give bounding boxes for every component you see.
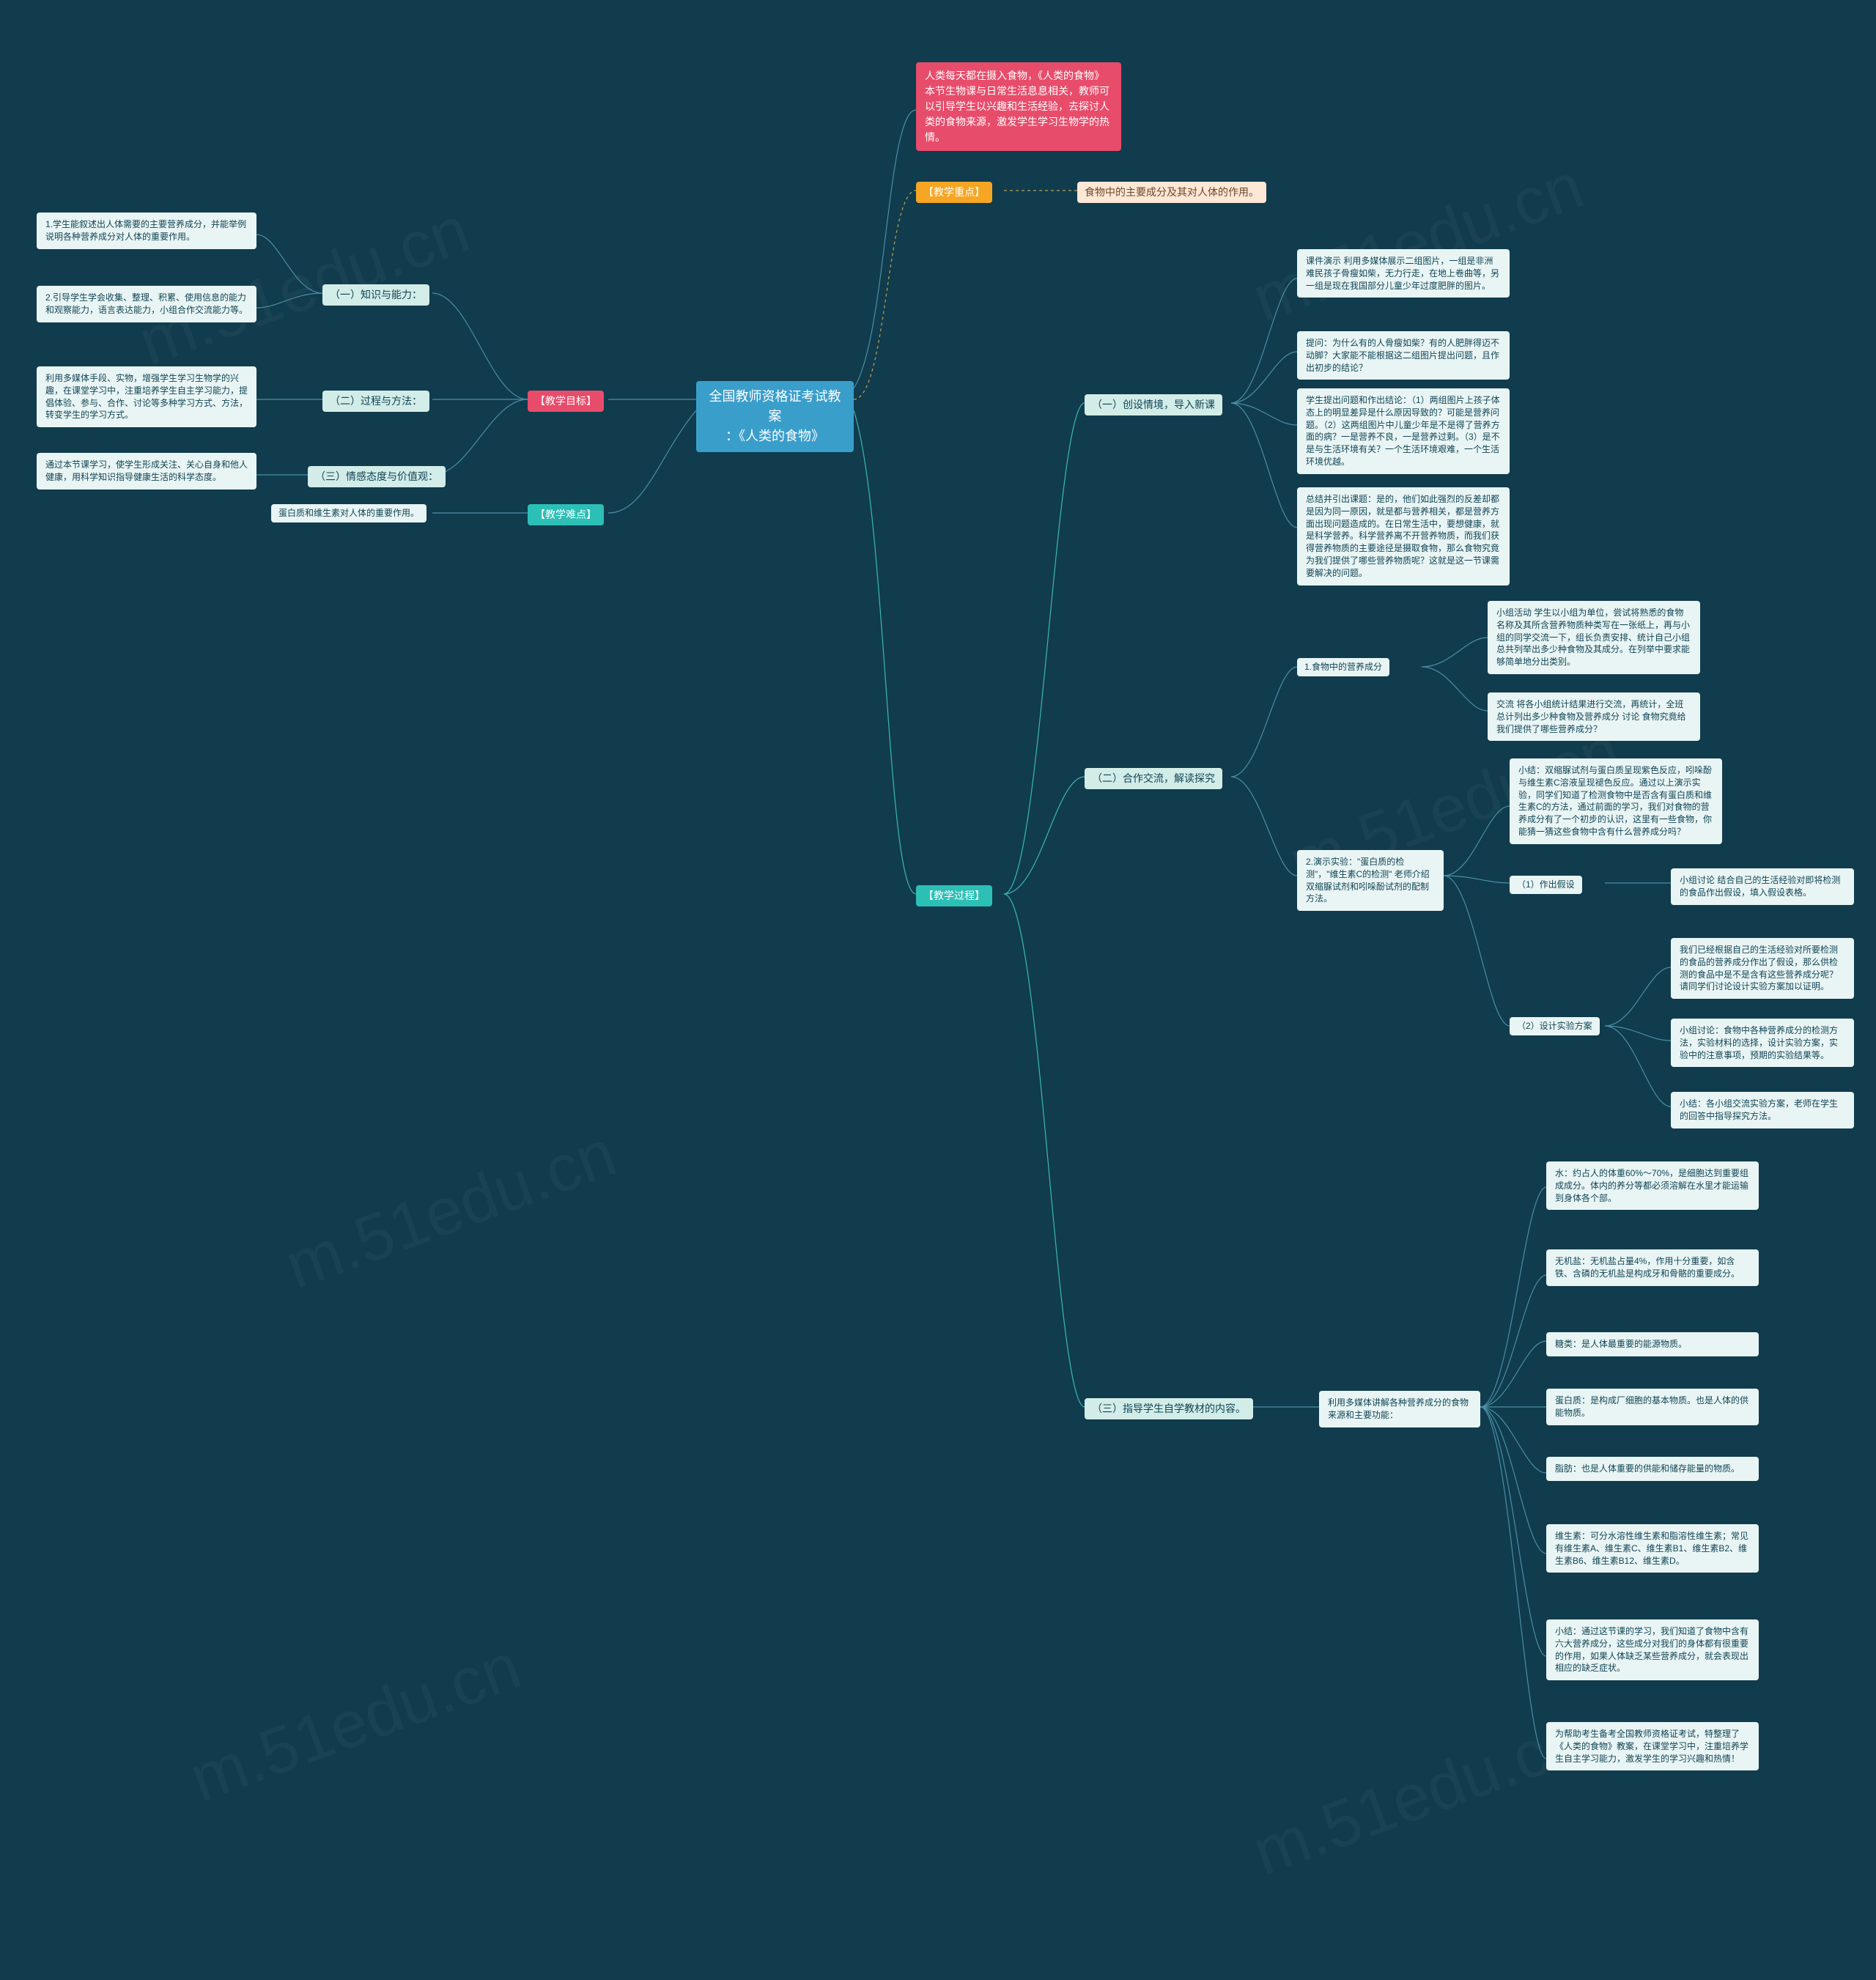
keypoint-text: 食物中的主要成分及其对人体的作用。 <box>1077 182 1266 203</box>
center-title-b: ：《人类的食物》 <box>705 426 845 446</box>
intro-node: 人类每天都在摄入食物，《人类的食物》本节生物课与日常生活息息相关，教师可以引导学… <box>916 62 1121 151</box>
watermark: m.51edu.cn <box>1244 149 1593 338</box>
process-label: 【教学过程】 <box>916 885 992 906</box>
goal3-label: （三）情感态度与价值观： <box>308 466 446 487</box>
p3-item-d: 蛋白质：是构成厂细胞的基本物质。也是人体的供能物质。 <box>1546 1389 1759 1425</box>
p3-intro: 利用多媒体讲解各种营养成分的食物来源和主要功能： <box>1319 1391 1480 1427</box>
p2-s2b-item-c: 小结：各小组交流实验方案，老师在学生的回答中指导探究方法。 <box>1671 1092 1854 1128</box>
center-node: 全国教师资格证考试教案 ：《人类的食物》 <box>696 381 854 452</box>
goal2-item: 利用多媒体手段、实物，增强学生学习生物学的兴趣，在课堂学习中，注重培养学生自主学… <box>37 366 256 427</box>
p2-s1-item-b: 交流 将各小组统计结果进行交流，再统计，全班总计列出多少种食物及营养成分 讨论 … <box>1488 692 1700 741</box>
p2-s2b-item-b: 小组讨论：食物中各种营养成分的检测方法，实验材料的选择，设计实验方案，实验中的注… <box>1671 1019 1854 1067</box>
p2-s1-item-a: 小组活动 学生以小组为单位，尝试将熟悉的食物名称及其所含营养物质种类写在一张纸上… <box>1488 601 1700 674</box>
watermark: m.51edu.cn <box>181 1629 531 1818</box>
p2-s2-label: 2.演示实验："蛋白质的检测"，"维生素C的检测" 老师介绍双缩脲试剂和吲哚酚试… <box>1297 850 1444 911</box>
p3-item-f: 维生素：可分水溶性维生素和脂溶性维生素；常见有维生素A、维生素C、维生素B1、维… <box>1546 1524 1759 1573</box>
p2-s2a-label: （1）作出假设 <box>1510 876 1582 894</box>
keypoint-label: 【教学重点】 <box>916 182 992 203</box>
goal2-label: （二）过程与方法： <box>322 391 429 412</box>
goals-label: 【教学目标】 <box>528 391 604 412</box>
p2-s2a-item: 小组讨论 结合自己的生活经验对即将检测的食品作出假设，填入假设表格。 <box>1671 868 1854 905</box>
p1-item-b: 提问：为什么有的人骨瘦如柴？有的人肥胖得迈不动脚？大家能不能根据这二组图片提出问… <box>1297 331 1510 380</box>
watermark: m.51edu.cn <box>1244 1702 1593 1891</box>
goal3-item: 通过本节课学习，使学生形成关注、关心自身和他人健康，用科学知识指导健康生活的科学… <box>37 453 256 490</box>
goal1-item-b: 2.引导学生学会收集、整理、积累、使用信息的能力和观察能力，语言表达能力，小组合… <box>37 286 256 322</box>
p2-s2b-item-a: 我们已经根据自己的生活经验对所要检测的食品的营养成分作出了假设，那么供检测的食品… <box>1671 938 1854 999</box>
difficult-label: 【教学难点】 <box>528 504 604 525</box>
p3-item-a: 水：约占人的体重60%～70%，是细胞达到重要组成成分。体内的养分等都必须溶解在… <box>1546 1161 1759 1210</box>
p2-s1-label: 1.食物中的营养成分 <box>1297 658 1389 676</box>
p3-item-e: 脂肪：也是人体重要的供能和储存能量的物质。 <box>1546 1457 1759 1481</box>
p3-item-b: 无机盐：无机盐占量4%，作用十分重要，如含铁、含磷的无机盐是构成牙和骨骼的重要成… <box>1546 1249 1759 1286</box>
difficult-text: 蛋白质和维生素对人体的重要作用。 <box>271 504 426 522</box>
p3-item-c: 糖类：是人体最重要的能源物质。 <box>1546 1332 1759 1356</box>
goal1-item-a: 1.学生能叙述出人体需要的主要营养成分，并能举例说明各种营养成分对人体的重要作用… <box>37 213 256 249</box>
p2-s2-intro: 小结：双缩脲试剂与蛋白质呈现紫色反应，吲哚酚与维生素C溶液呈现褪色反应。通过以上… <box>1510 758 1722 844</box>
p3-item-h: 为帮助考生备考全国教师资格证考试，特整理了《人类的食物》教案，在课堂学习中，注重… <box>1546 1722 1759 1770</box>
edges-layer <box>0 0 1876 1980</box>
p1-item-d: 总结并引出课题：是的，他们如此强烈的反差却都是因为同一原因，就是都与营养相关，都… <box>1297 487 1510 585</box>
p1-item-a: 课件演示 利用多媒体展示二组图片，一组是非洲难民孩子骨瘦如柴，无力行走，在地上卷… <box>1297 249 1510 298</box>
p3-item-g: 小结：通过这节课的学习，我们知道了食物中含有六大营养成分，这些成分对我们的身体都… <box>1546 1619 1759 1680</box>
p1-label: （一）创设情境，导入新课 <box>1085 394 1222 415</box>
watermark: m.51edu.cn <box>276 1116 626 1305</box>
center-title-a: 全国教师资格证考试教案 <box>705 387 845 426</box>
p1-item-c: 学生提出问题和作出结论：（1）两组图片上孩子体态上的明显差异是什么原因导致的？可… <box>1297 388 1510 474</box>
p2-label: （二）合作交流，解读探究 <box>1085 768 1222 789</box>
p2-s2b-label: （2）设计实验方案 <box>1510 1017 1600 1035</box>
p3-label: （三）指导学生自学教材的内容。 <box>1085 1398 1253 1419</box>
goal1-label: （一）知识与能力： <box>322 284 429 306</box>
